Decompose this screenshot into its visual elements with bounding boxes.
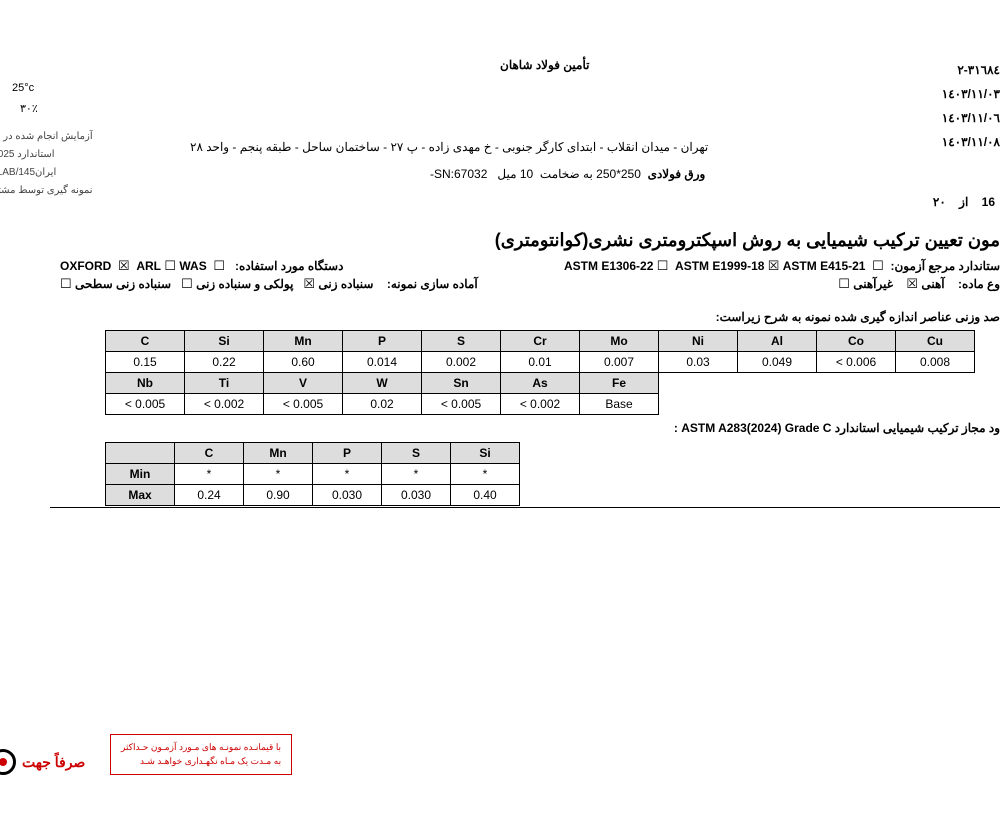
prep1-checkbox: ☒ (303, 276, 315, 291)
cell: Mn (264, 331, 343, 352)
cell: Cr (501, 331, 580, 352)
limits-label: ود مجاز ترکیب شیمیایی استاندارد ASTM A28… (674, 421, 1000, 435)
side-note-2: نمونه گیری توسط مشتری انج (0, 182, 93, 200)
page-total: ٢٠ (933, 195, 946, 209)
cell: 0.15 (106, 352, 185, 373)
device-label: دستگاه مورد استفاده: (235, 259, 343, 273)
std1-checkbox: ☐ (872, 258, 884, 273)
cell (106, 443, 175, 464)
date-2: ١٤٠٣/١١/٠٦ (942, 106, 1000, 130)
date-3: ١٤٠٣/١١/٠٨ (942, 130, 1000, 154)
date-1: ١٤٠٣/١١/٠٣ (942, 82, 1000, 106)
cell: 0.22 (185, 352, 264, 373)
company-name: تأمین فولاد شاهان (500, 58, 589, 72)
prep2: پولکی و سنباده زنی (196, 277, 293, 291)
composition-table: CSiMnPSCrMoNiAlCoCu 0.150.220.600.0140.0… (105, 330, 975, 415)
mat2: غیرآهنی (853, 277, 893, 291)
cell: 0.049 (738, 352, 817, 373)
cell: Mo (580, 331, 659, 352)
cell: S (422, 331, 501, 352)
sample-sn: SN:67032- (430, 167, 487, 181)
dev2: ARL (136, 259, 161, 273)
mat1-checkbox: ☒ (906, 276, 918, 291)
dev3: WAS (179, 259, 206, 273)
cert-2-label: ایران (35, 167, 56, 178)
cell: Cu (896, 331, 975, 352)
cell: Si (451, 443, 520, 464)
std1: ASTM E1306-22 (564, 259, 653, 273)
cell: Co (817, 331, 896, 352)
temperature: 25°c (12, 82, 34, 94)
cell: Mn (244, 443, 313, 464)
prep1: سنباده زنی (318, 277, 373, 291)
cell: 0.60 (264, 352, 343, 373)
page-of-label: از (959, 195, 968, 209)
cell: S (382, 443, 451, 464)
cert-1-code: IEC17025 (0, 149, 14, 160)
cell: 0.014 (343, 352, 422, 373)
side-note-1: آزمایش انجام شده در محدود (0, 128, 93, 146)
sample-dims: 250*250 به ضخامت (540, 167, 641, 181)
mat2-checkbox: ☐ (838, 276, 850, 291)
stamp-line1: با قیمانـده نمونـه های مـورد آزمـون حـدا… (121, 741, 281, 755)
material-label: وع ماده: (958, 277, 1000, 291)
sample-type: ورق فولادی (648, 167, 706, 181)
cell: P (313, 443, 382, 464)
address: تهران - میدان انقلاب - ابتدای کارگر جنوب… (190, 140, 708, 154)
cell: < 0.006 (817, 352, 896, 373)
divider (50, 507, 1000, 508)
stamp-line2: به مـدت یک مـاه نگهـداری خواهـد شـد (121, 755, 281, 769)
cell: C (175, 443, 244, 464)
dev3-checkbox: ☐ (164, 258, 176, 273)
limits-table: CMnPSSi Min***** Max0.240.900.0300.0300.… (105, 442, 520, 506)
humidity: ٣٠٪ (20, 102, 38, 115)
prep3: سنباده زنی سطحی (75, 277, 171, 291)
cell: 0.01 (501, 352, 580, 373)
cell: C (106, 331, 185, 352)
prep3-checkbox: ☐ (60, 276, 72, 291)
dev1: OXFORD (60, 259, 111, 273)
cell: 0.008 (896, 352, 975, 373)
cell: 0.03 (659, 352, 738, 373)
std2: ASTM E1999-18 (675, 259, 764, 273)
stamp-tag: صرفاً جهت (22, 754, 85, 771)
dev1-checkbox: ☐ (213, 258, 225, 273)
mat1: آهنی (921, 277, 944, 291)
std3-checkbox: ☒ (768, 258, 780, 273)
cell: Si (185, 331, 264, 352)
retention-stamp: با قیمانـده نمونـه های مـورد آزمـون حـدا… (110, 734, 292, 775)
cell: P (343, 331, 422, 352)
cell: Ni (659, 331, 738, 352)
stamp-icon (0, 749, 16, 775)
composition-label: صد وزنی عناصر اندازه گیری شده نمونه به ش… (716, 310, 1000, 324)
cert-1-label: استاندارد (17, 149, 54, 160)
cell: Al (738, 331, 817, 352)
std3: ASTM E415-21 (783, 259, 866, 273)
prep2-checkbox: ☐ (181, 276, 193, 291)
cell: 0.007 (580, 352, 659, 373)
page-current: 16 (982, 195, 995, 209)
prep-label: آماده سازی نمونه: (387, 277, 478, 291)
cert-2-code: NACI/LAB/145 (0, 167, 35, 178)
doc-number: ٣١٦٨٤-٢ (942, 58, 1000, 82)
cell: 0.002 (422, 352, 501, 373)
sample-thickness: 10 میل (497, 167, 533, 181)
std2-checkbox: ☐ (657, 258, 669, 273)
dev2-checkbox: ☒ (118, 258, 130, 273)
purpose-stamp: صرفاً جهت (0, 749, 85, 775)
standard-label: ستاندارد مرجع آزمون: (890, 259, 1000, 273)
report-title: مون تعیین ترکیب شیمیایی به روش اسپکترومت… (495, 230, 1000, 251)
